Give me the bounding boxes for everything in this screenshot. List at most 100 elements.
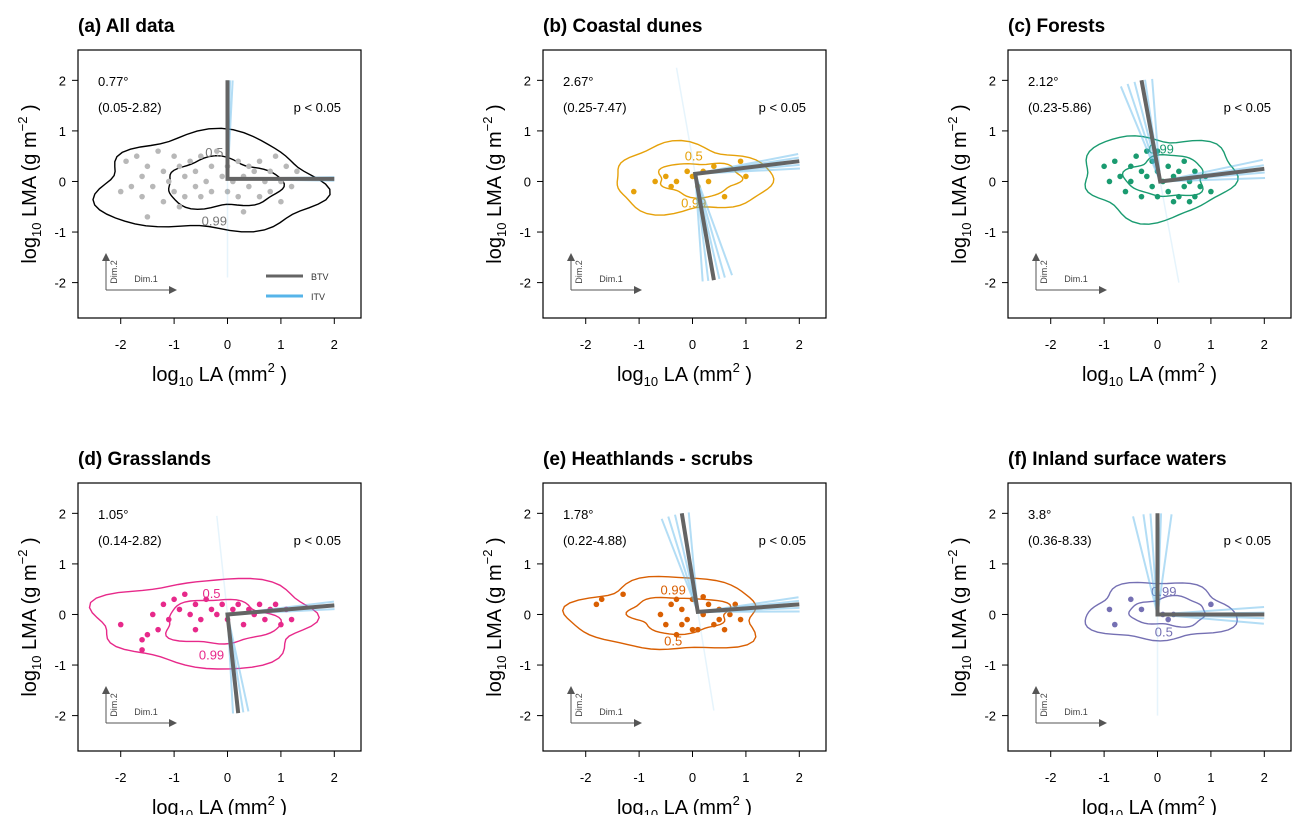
y-tick-label: 1 xyxy=(524,557,531,572)
data-point xyxy=(711,621,717,628)
data-point xyxy=(181,193,188,200)
data-point xyxy=(705,178,712,185)
dim2-label: Dim.2 xyxy=(109,693,119,717)
itv-line xyxy=(1142,514,1159,615)
btv-line xyxy=(679,512,800,615)
x-tick-label: -2 xyxy=(580,770,592,785)
angle-ci: (0.36-8.33) xyxy=(1028,533,1092,548)
data-point xyxy=(288,183,295,190)
y-tick-label: 2 xyxy=(59,506,66,521)
x-tick-label: -1 xyxy=(633,770,645,785)
y-tick-label: 0 xyxy=(989,174,996,189)
y-axis-label: log10 LMA (g m−2 ) xyxy=(480,537,509,696)
data-point xyxy=(267,188,274,195)
data-point xyxy=(705,601,712,608)
data-point xyxy=(256,158,263,165)
data-point xyxy=(732,601,739,608)
data-point xyxy=(695,626,701,633)
x-axis-label: log10 LA (mm2 ) xyxy=(1082,360,1217,389)
x-tick-label: -1 xyxy=(633,337,645,352)
data-point xyxy=(716,616,723,623)
y-tick-label: -2 xyxy=(519,709,531,724)
btv-line xyxy=(1139,79,1265,184)
x-tick-label: -1 xyxy=(1098,337,1110,352)
data-point xyxy=(171,596,177,603)
data-point xyxy=(155,148,161,154)
data-point xyxy=(262,616,268,623)
btv-line xyxy=(692,159,800,281)
x-tick-label: 2 xyxy=(796,770,803,785)
x-axis-label: log10 LA (mm2 ) xyxy=(152,793,287,815)
dim1-label: Dim.1 xyxy=(599,274,623,284)
contour-label: 0.99 xyxy=(661,583,686,598)
data-point xyxy=(663,173,669,180)
panel-4: (d) Grasslands 2 1 0 -1 -2 -2 -1 0 1 2 log10 LA (mm… xyxy=(15,449,362,815)
y-tick-label: -1 xyxy=(54,658,66,673)
data-point xyxy=(123,158,129,165)
dim1-label: Dim.1 xyxy=(599,707,623,717)
data-point xyxy=(165,616,172,623)
data-point xyxy=(240,209,247,215)
contour-outer xyxy=(616,139,775,216)
contour-outer xyxy=(92,127,331,233)
data-point xyxy=(171,188,177,195)
x-tick-label: 0 xyxy=(1154,770,1161,785)
y-tick-label: 0 xyxy=(59,174,66,189)
data-point xyxy=(198,153,204,159)
itv-line xyxy=(660,518,699,613)
data-point xyxy=(117,621,124,628)
panel-6: (f) Inland surface waters 2 1 0 -1 -2 -2 -1 0 1 2 l… xyxy=(945,449,1292,815)
itv-line xyxy=(667,516,699,613)
data-point xyxy=(128,183,135,190)
data-point xyxy=(679,621,685,628)
angle-ci: (0.25-7.47) xyxy=(563,100,627,115)
angle-value: 0.77° xyxy=(98,74,129,89)
x-tick-label: -1 xyxy=(168,337,180,352)
p-value: p < 0.05 xyxy=(1224,533,1271,548)
x-tick-label: 2 xyxy=(1261,337,1268,352)
data-point xyxy=(144,163,151,170)
data-point xyxy=(256,601,263,608)
p-value: p < 0.05 xyxy=(294,100,341,115)
data-point xyxy=(1106,178,1113,185)
data-point xyxy=(272,153,279,159)
panel-title: (a) All data xyxy=(78,16,175,37)
data-point xyxy=(1165,163,1171,170)
x-tick-label: -2 xyxy=(115,770,127,785)
contour-inner xyxy=(625,596,732,636)
legend-label: BTV xyxy=(311,272,329,282)
data-point xyxy=(737,158,744,165)
angle-ci: (0.14-2.82) xyxy=(98,533,162,548)
y-tick-label: 0 xyxy=(59,607,66,622)
data-point xyxy=(1197,183,1204,190)
data-point xyxy=(251,168,258,175)
data-point xyxy=(652,178,658,185)
data-point xyxy=(160,168,167,175)
x-tick-label: 2 xyxy=(331,770,338,785)
data-point xyxy=(1192,168,1198,175)
data-point xyxy=(267,168,274,175)
contour-inner xyxy=(657,162,744,199)
y-tick-label: -2 xyxy=(519,276,531,291)
plot-frame xyxy=(1007,482,1292,752)
data-point xyxy=(208,188,215,195)
data-point xyxy=(1133,153,1139,159)
dim2-label: Dim.2 xyxy=(1039,260,1049,284)
data-point xyxy=(246,183,252,190)
angle-value: 1.78° xyxy=(563,507,594,522)
x-tick-label: 1 xyxy=(1207,770,1214,785)
dim2-label: Dim.2 xyxy=(109,260,119,284)
data-point xyxy=(176,606,183,613)
data-point xyxy=(144,631,151,638)
data-point xyxy=(187,158,193,165)
data-point xyxy=(1165,616,1171,623)
data-point xyxy=(192,183,199,190)
data-point xyxy=(283,163,290,170)
angle-ci: (0.05-2.82) xyxy=(98,100,162,115)
data-point xyxy=(181,591,188,598)
data-point xyxy=(1128,163,1134,170)
y-axis-label: log10 LMA (g m−2 ) xyxy=(480,104,509,263)
data-point xyxy=(1208,188,1214,195)
y-tick-label: -2 xyxy=(54,709,66,724)
data-point xyxy=(663,621,669,628)
